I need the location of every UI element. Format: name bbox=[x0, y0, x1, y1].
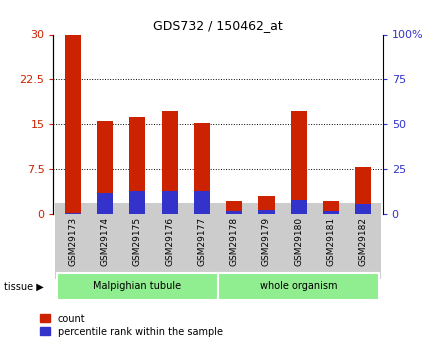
Bar bbox=[65, 34, 81, 214]
Bar bbox=[129, 117, 146, 214]
Bar bbox=[97, 121, 113, 214]
Bar bbox=[355, 204, 372, 214]
Bar bbox=[355, 167, 372, 214]
Bar bbox=[323, 211, 339, 214]
Text: Malpighian tubule: Malpighian tubule bbox=[93, 282, 182, 291]
Bar bbox=[291, 111, 307, 214]
Bar bbox=[323, 201, 339, 214]
Bar bbox=[65, 213, 81, 214]
Legend: count, percentile rank within the sample: count, percentile rank within the sample bbox=[40, 314, 223, 337]
Title: GDS732 / 150462_at: GDS732 / 150462_at bbox=[153, 19, 283, 32]
Bar bbox=[97, 193, 113, 214]
Bar bbox=[259, 196, 275, 214]
Bar bbox=[194, 191, 210, 214]
Bar bbox=[226, 201, 242, 214]
Bar bbox=[194, 123, 210, 214]
Bar bbox=[162, 191, 178, 214]
Text: whole organism: whole organism bbox=[260, 282, 337, 291]
Bar bbox=[129, 191, 146, 214]
Bar bbox=[291, 199, 307, 214]
Text: tissue ▶: tissue ▶ bbox=[4, 282, 44, 291]
Bar bbox=[226, 211, 242, 214]
Bar bbox=[259, 210, 275, 214]
Bar bbox=[162, 111, 178, 214]
